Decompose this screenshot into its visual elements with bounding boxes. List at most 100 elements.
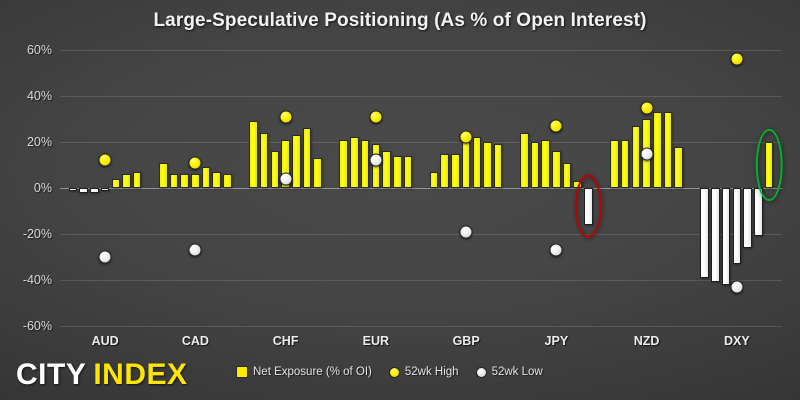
bar-eur-1 [339, 139, 349, 188]
marker-low-cad [188, 243, 202, 257]
gridline [60, 280, 782, 281]
bar-chf-6 [302, 128, 312, 188]
bar-dxy-1 [700, 188, 710, 278]
gridline [60, 142, 782, 143]
bar-aud-3 [90, 188, 99, 193]
bar-nzd-1 [610, 139, 619, 188]
gridline [60, 96, 782, 97]
bar-cad-3 [180, 174, 189, 188]
bar-chf-3 [270, 151, 280, 188]
bar-aud-7 [132, 171, 142, 188]
x-axis-label-gbp: GBP [452, 334, 480, 348]
bar-aud-6 [122, 174, 131, 188]
marker-high-chf [279, 110, 293, 124]
legend-item-2[interactable]: 52wk High [388, 366, 459, 378]
bar-dxy-5 [743, 188, 752, 248]
bar-jpy-3 [541, 139, 550, 188]
marker-high-gbp [459, 130, 473, 144]
bar-aud-2 [79, 188, 88, 193]
x-axis-label-nzd: NZD [633, 334, 660, 348]
bar-eur-6 [392, 155, 402, 188]
bar-nzd-3 [631, 125, 641, 188]
logo-index-text: INDEX [93, 358, 188, 391]
bar-cad-5 [201, 167, 211, 188]
legend-item-1[interactable]: Net Exposure (% of OI) [236, 366, 372, 378]
bar-chf-5 [292, 135, 301, 188]
y-axis-tick-label: 20% [26, 135, 52, 149]
bar-gbp-1 [429, 171, 439, 188]
bar-cad-6 [212, 171, 222, 188]
marker-high-jpy [549, 119, 563, 133]
bar-jpy-2 [530, 142, 540, 188]
legend-square-icon [236, 366, 248, 378]
marker-high-nzd [640, 101, 654, 114]
marker-high-eur [369, 110, 383, 124]
legend-label: Net Exposure (% of OI) [253, 366, 372, 378]
page-title: Large-Speculative Positioning (As % of O… [153, 10, 647, 31]
bar-jpy-4 [552, 151, 561, 188]
y-axis-tick-label: 40% [26, 89, 52, 103]
bar-eur-5 [382, 151, 391, 188]
bar-chf-2 [259, 132, 269, 188]
bar-eur-2 [350, 137, 359, 188]
bar-aud-4 [100, 188, 110, 191]
y-axis-tick-label: 0% [33, 181, 52, 195]
marker-high-aud [98, 153, 112, 167]
marker-low-gbp [459, 225, 473, 239]
gridline [60, 326, 782, 327]
bar-chf-1 [249, 121, 258, 188]
bar-cad-2 [169, 174, 179, 188]
bar-gbp-7 [493, 144, 503, 188]
bar-aud-5 [111, 178, 121, 188]
bar-dxy-2 [711, 188, 720, 283]
marker-low-aud [98, 250, 112, 264]
bar-gbp-5 [472, 137, 482, 188]
x-axis-label-chf: CHF [272, 334, 299, 348]
x-axis-label-aud: AUD [91, 334, 119, 348]
chart-legend: Net Exposure (% of OI) 52wk High 52wk Low [236, 366, 543, 378]
plot-area [60, 50, 783, 327]
bar-nzd-5 [653, 112, 662, 188]
marker-low-nzd [640, 147, 654, 160]
y-axis-tick-label: -40% [22, 273, 52, 287]
marker-low-dxy [730, 280, 744, 294]
legend-item-3[interactable]: 52wk Low [475, 366, 543, 378]
legend-white-dot-icon [475, 366, 487, 378]
marker-high-dxy [730, 52, 744, 66]
bar-jpy-1 [519, 132, 529, 188]
x-axis-label-jpy: JPY [544, 334, 569, 348]
bar-jpy-5 [562, 162, 572, 188]
brand-logo: CITY INDEX [16, 358, 188, 392]
legend-yellow-dot-icon [388, 366, 400, 378]
bar-eur-3 [360, 139, 370, 188]
marker-low-eur [369, 153, 383, 167]
bar-cad-7 [223, 174, 232, 188]
x-axis-label-dxy: DXY [724, 334, 750, 348]
legend-label: 52wk Low [491, 366, 543, 378]
bar-dxy-4 [732, 188, 742, 264]
bar-cad-1 [158, 162, 168, 188]
x-axis-label-cad: CAD [181, 334, 209, 348]
zero-axis-line [60, 188, 782, 189]
bar-gbp-2 [440, 153, 449, 188]
gridline [60, 234, 782, 235]
dxy-highlight-ellipse [755, 129, 783, 201]
x-axis-label-eur: EUR [362, 334, 390, 348]
bar-cad-4 [191, 174, 200, 188]
logo-city-text: CITY [16, 358, 87, 391]
bar-chf-4 [281, 139, 290, 188]
bar-gbp-6 [483, 142, 492, 188]
bar-gbp-3 [451, 153, 460, 188]
jpy-highlight-ellipse [575, 174, 602, 238]
bar-nzd-6 [663, 112, 673, 188]
marker-low-chf [279, 172, 293, 186]
y-axis-tick-label: -20% [22, 227, 52, 241]
bar-dxy-3 [721, 188, 731, 285]
bar-gbp-4 [461, 142, 471, 188]
marker-high-cad [188, 156, 202, 170]
bar-nzd-2 [620, 139, 630, 188]
marker-low-jpy [549, 243, 563, 257]
y-axis-tick-label: -60% [22, 319, 52, 333]
bar-chf-7 [313, 158, 322, 188]
